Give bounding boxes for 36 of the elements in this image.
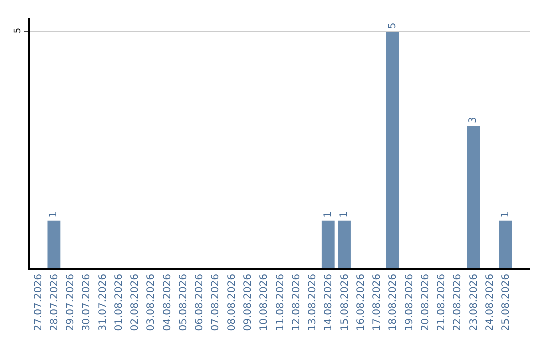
x-tick-label: 07.08.2026 <box>210 274 222 332</box>
x-tick-label: 17.08.2026 <box>372 274 384 332</box>
x-tick-label: 10.08.2026 <box>259 274 270 332</box>
x-tick-label: 30.07.2026 <box>82 274 93 332</box>
data-label: 5 <box>387 22 398 30</box>
x-tick-label: 13.08.2026 <box>308 274 319 332</box>
data-label: 1 <box>339 211 350 218</box>
x-tick-label: 01.08.2026 <box>114 274 125 332</box>
x-tick-label: 16.08.2026 <box>356 274 367 332</box>
x-tick-label: 15.08.2026 <box>340 274 351 332</box>
data-label: 1 <box>500 211 512 218</box>
x-tick-label: 28.07.2026 <box>49 274 60 332</box>
x-tick-label: 18.08.2026 <box>388 274 400 332</box>
x-tick-label: 08.08.2026 <box>226 274 238 332</box>
x-tick-label: 03.08.2026 <box>146 274 158 332</box>
x-tick-label: 11.08.2026 <box>275 274 286 332</box>
x-tick-label: 20.08.2026 <box>420 274 432 332</box>
x-tick-label: 21.08.2026 <box>436 274 448 332</box>
x-tick-label: 29.07.2026 <box>66 274 77 332</box>
data-label: 1 <box>322 211 334 218</box>
x-tick-label: 25.08.2026 <box>501 274 512 332</box>
data-label: 3 <box>468 117 480 124</box>
data-label: 1 <box>48 211 60 218</box>
x-tick-label: 22.08.2026 <box>452 274 464 332</box>
x-tick-label: 14.08.2026 <box>324 274 335 332</box>
x-tick-label: 09.08.2026 <box>242 274 254 332</box>
x-tick-label: 02.08.2026 <box>130 274 142 332</box>
x-tick-label: 31.07.2026 <box>98 274 109 332</box>
x-tick-label: 05.08.2026 <box>178 274 190 332</box>
x-tick-label: 27.07.2026 <box>33 274 44 332</box>
x-tick-label: 12.08.2026 <box>291 274 302 332</box>
x-tick-label: 04.08.2026 <box>162 274 174 332</box>
x-tick-label: 06.08.2026 <box>194 274 206 332</box>
x-tick-label: 23.08.2026 <box>468 274 480 332</box>
x-tick-label: 24.08.2026 <box>484 274 496 332</box>
x-tick-label: 19.08.2026 <box>404 274 416 332</box>
